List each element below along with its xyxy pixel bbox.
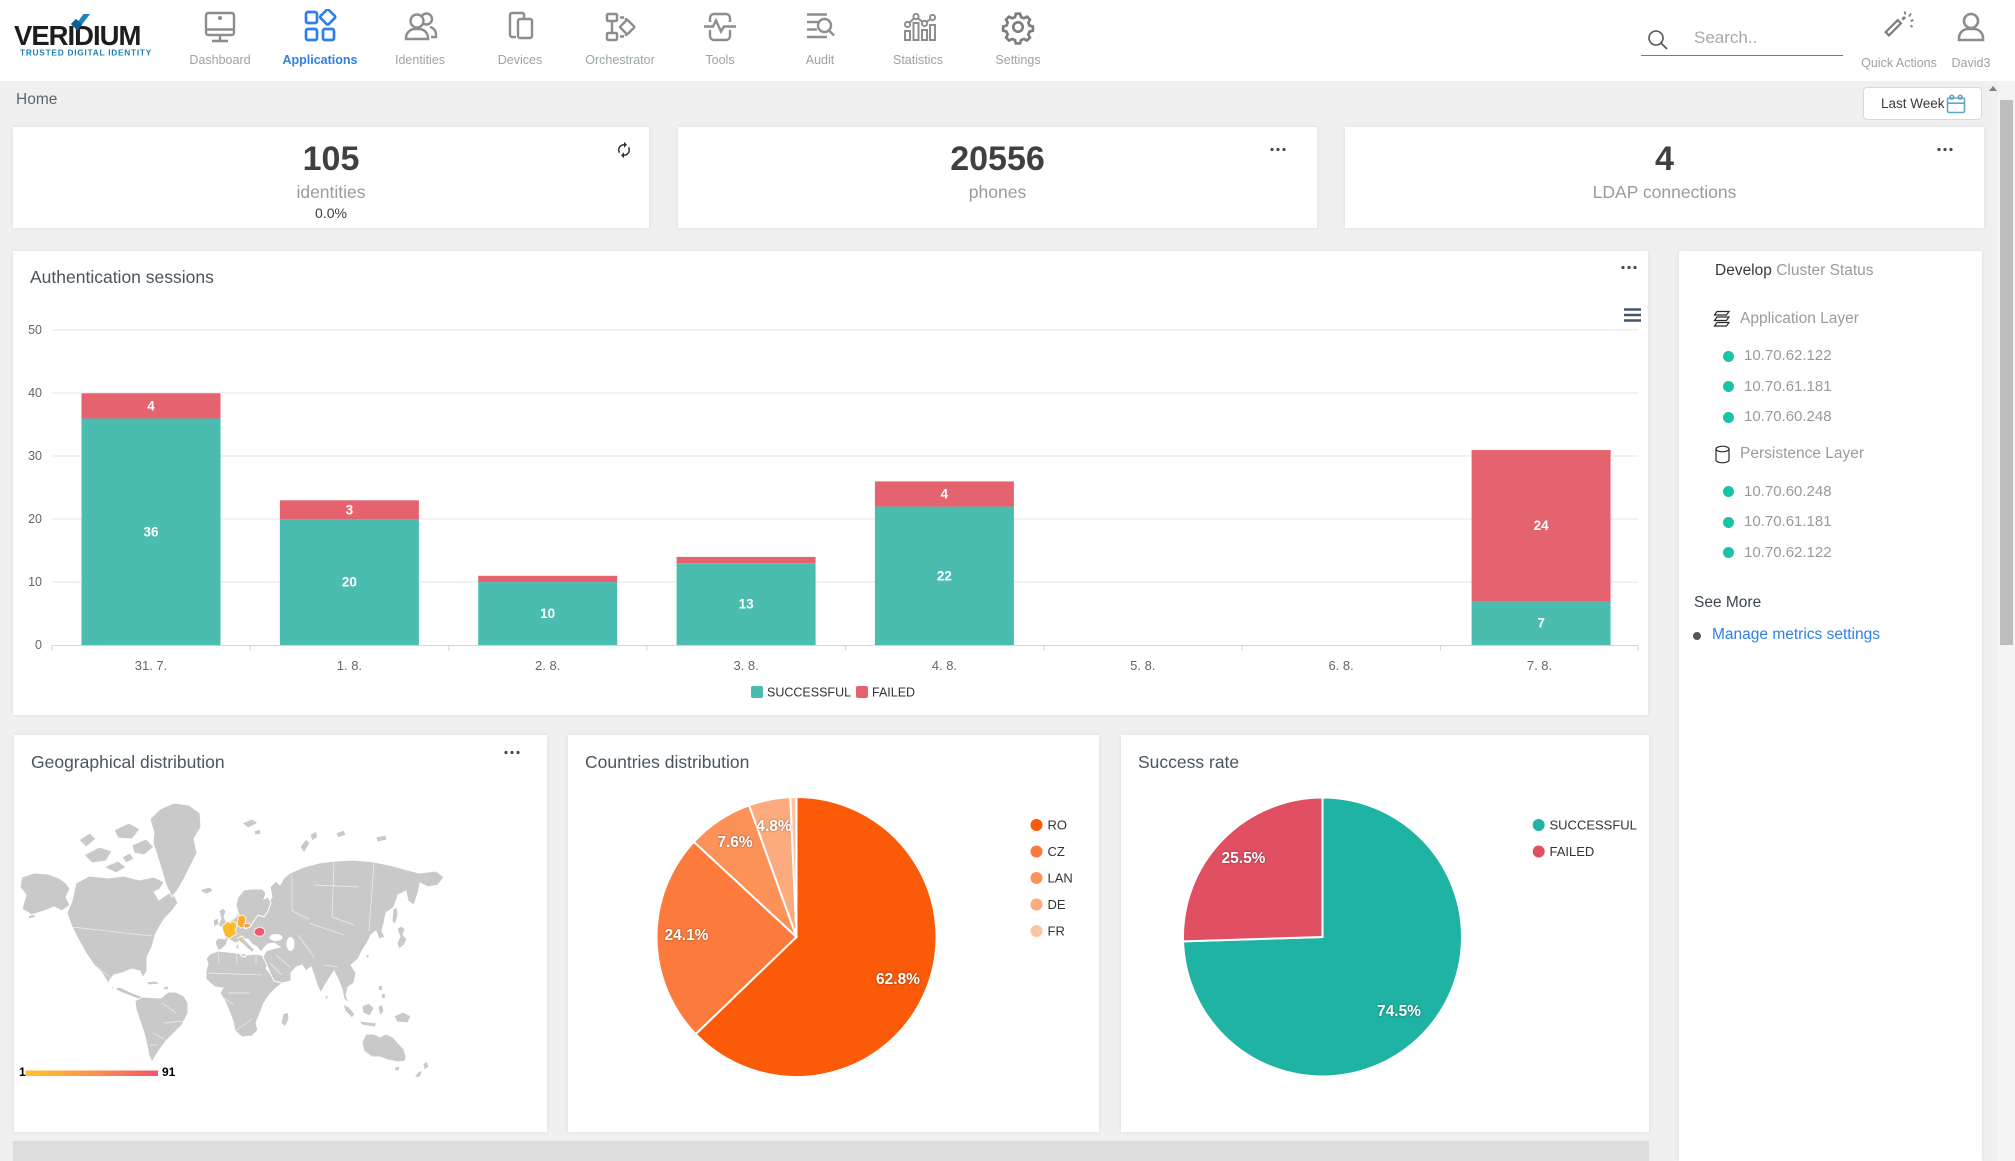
svg-text:0: 0 (35, 638, 42, 652)
svg-text:40: 40 (28, 386, 42, 400)
svg-text:91: 91 (162, 1065, 176, 1079)
svg-text:7: 7 (1537, 616, 1545, 631)
svg-text:SUCCESSFUL: SUCCESSFUL (1550, 818, 1637, 833)
svg-text:6. 8.: 6. 8. (1328, 658, 1353, 673)
svg-text:4: 4 (147, 399, 155, 414)
svg-text:1. 8.: 1. 8. (337, 658, 362, 673)
svg-text:5. 8.: 5. 8. (1130, 658, 1155, 673)
svg-text:4: 4 (941, 487, 949, 502)
svg-text:36: 36 (143, 525, 159, 540)
svg-text:20: 20 (342, 575, 357, 590)
svg-text:2. 8.: 2. 8. (535, 658, 560, 673)
svg-text:25.5%: 25.5% (1222, 850, 1266, 867)
svg-text:SUCCESSFUL: SUCCESSFUL (767, 686, 851, 700)
svg-text:10: 10 (540, 606, 555, 621)
svg-text:LAN: LAN (1048, 871, 1073, 886)
svg-text:50: 50 (28, 323, 42, 337)
svg-text:74.5%: 74.5% (1377, 1003, 1421, 1020)
svg-text:10: 10 (28, 575, 42, 589)
svg-text:30: 30 (28, 449, 42, 463)
svg-text:RO: RO (1048, 818, 1068, 833)
svg-text:62.8%: 62.8% (876, 971, 920, 988)
svg-text:TRUSTED DIGITAL IDENTITY: TRUSTED DIGITAL IDENTITY (20, 48, 152, 58)
svg-text:3: 3 (346, 502, 354, 517)
svg-text:20: 20 (28, 512, 42, 526)
svg-text:24.1%: 24.1% (665, 927, 709, 944)
svg-text:7. 8.: 7. 8. (1527, 658, 1552, 673)
svg-text:3. 8.: 3. 8. (733, 658, 758, 673)
svg-text:13: 13 (739, 597, 755, 612)
svg-text:4.8%: 4.8% (756, 818, 792, 835)
svg-text:FAILED: FAILED (1550, 844, 1595, 859)
svg-text:DE: DE (1048, 897, 1066, 912)
svg-text:FAILED: FAILED (872, 686, 915, 700)
svg-text:4. 8.: 4. 8. (932, 658, 957, 673)
svg-text:1: 1 (19, 1065, 26, 1079)
svg-text:CZ: CZ (1048, 844, 1065, 859)
svg-text:22: 22 (937, 569, 952, 584)
svg-text:24: 24 (1534, 518, 1550, 533)
svg-text:31. 7.: 31. 7. (135, 658, 168, 673)
svg-text:7.6%: 7.6% (717, 834, 753, 851)
svg-text:FR: FR (1048, 924, 1065, 939)
